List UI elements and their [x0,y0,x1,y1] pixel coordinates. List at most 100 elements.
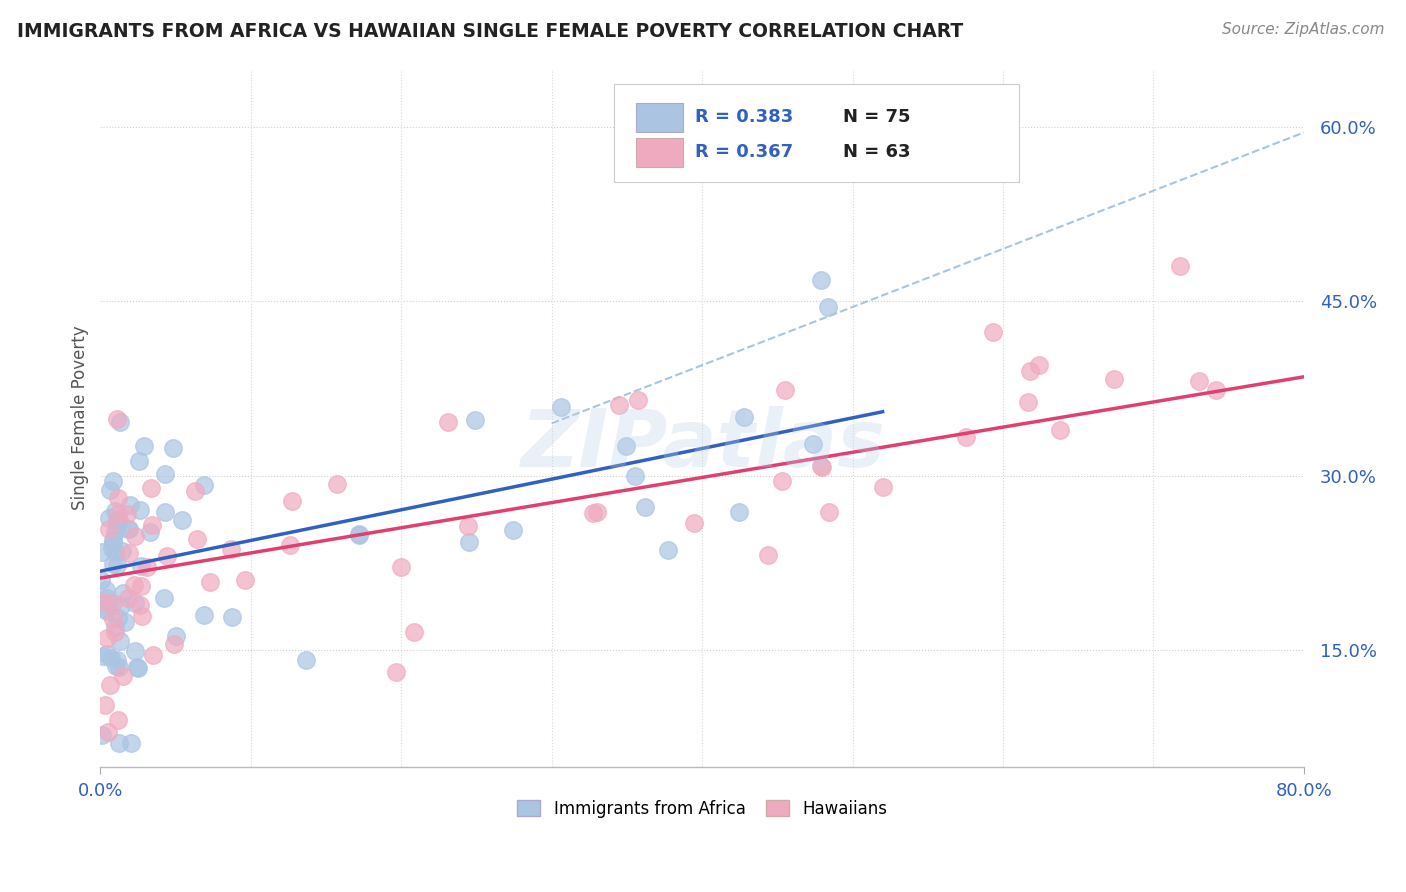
Point [107,611,129,625]
Point [105,412,128,426]
Point [108,660,131,674]
Point [90,573,112,587]
Text: R = 0.367: R = 0.367 [695,144,793,161]
FancyBboxPatch shape [636,103,683,132]
Point [221,610,243,624]
Point [100,651,122,665]
Point [464,412,486,426]
Point [131,608,153,623]
Point [186,533,208,547]
Point [111,669,134,683]
Point [153,591,176,606]
FancyBboxPatch shape [614,84,1018,182]
Point [104,625,127,640]
Point [295,653,318,667]
Point [101,475,124,489]
Text: ZIPatlas: ZIPatlas [520,407,884,484]
Point [91,594,114,608]
Point [810,460,832,475]
Point [136,560,159,574]
Point [98,483,121,498]
Point [105,558,128,572]
Point [155,505,177,519]
Text: N = 75: N = 75 [844,109,911,127]
Point [1017,394,1039,409]
Point [125,660,148,674]
Point [193,477,215,491]
Point [683,516,706,531]
Point [104,524,127,539]
Point [98,678,121,692]
Point [124,644,146,658]
Text: Source: ZipAtlas.com: Source: ZipAtlas.com [1222,22,1385,37]
Point [1102,371,1125,385]
Point [97,725,120,739]
Point [347,527,370,541]
Point [773,383,796,397]
Point [385,665,408,680]
Point [101,533,124,547]
Point [1049,423,1071,437]
Point [1028,359,1050,373]
FancyBboxPatch shape [636,137,683,167]
Text: IMMIGRANTS FROM AFRICA VS HAWAIIAN SINGLE FEMALE POVERTY CORRELATION CHART: IMMIGRANTS FROM AFRICA VS HAWAIIAN SINGL… [17,22,963,41]
Point [872,480,894,494]
Point [91,648,114,663]
Point [139,481,162,495]
Point [112,586,135,600]
Point [124,578,146,592]
Point [502,523,524,537]
Point [614,439,637,453]
Point [165,629,187,643]
Y-axis label: Single Female Poverty: Single Female Poverty [72,326,89,510]
Point [404,624,426,639]
Point [142,648,165,663]
Point [104,504,127,518]
Point [129,579,152,593]
Point [96,631,118,645]
Legend: Immigrants from Africa, Hawaiians: Immigrants from Africa, Hawaiians [510,793,894,824]
Point [162,441,184,455]
Point [107,713,129,727]
Point [94,582,117,597]
Point [117,591,139,605]
Point [129,503,152,517]
Point [110,634,132,648]
Point [817,300,839,314]
Point [91,728,114,742]
Point [117,522,139,536]
Point [810,458,832,473]
Point [101,557,124,571]
Point [818,505,841,519]
Point [627,392,650,407]
Point [170,513,193,527]
Point [107,736,129,750]
Point [101,612,124,626]
Point [770,474,793,488]
Point [326,477,349,491]
Point [1018,364,1040,378]
Point [138,525,160,540]
Point [634,500,657,514]
Point [1168,259,1191,273]
Point [550,400,572,414]
Point [607,398,630,412]
Point [91,544,114,558]
Point [163,637,186,651]
Point [104,544,127,558]
Point [437,416,460,430]
Point [235,573,257,587]
Point [114,615,136,629]
Point [193,607,215,622]
Text: N = 63: N = 63 [844,144,911,161]
Point [101,596,124,610]
Point [104,620,127,634]
Point [457,535,479,549]
Point [280,538,302,552]
Point [98,522,121,536]
Point [281,494,304,508]
Point [981,326,1004,340]
Point [108,513,131,527]
Point [801,436,824,450]
Point [118,546,141,560]
